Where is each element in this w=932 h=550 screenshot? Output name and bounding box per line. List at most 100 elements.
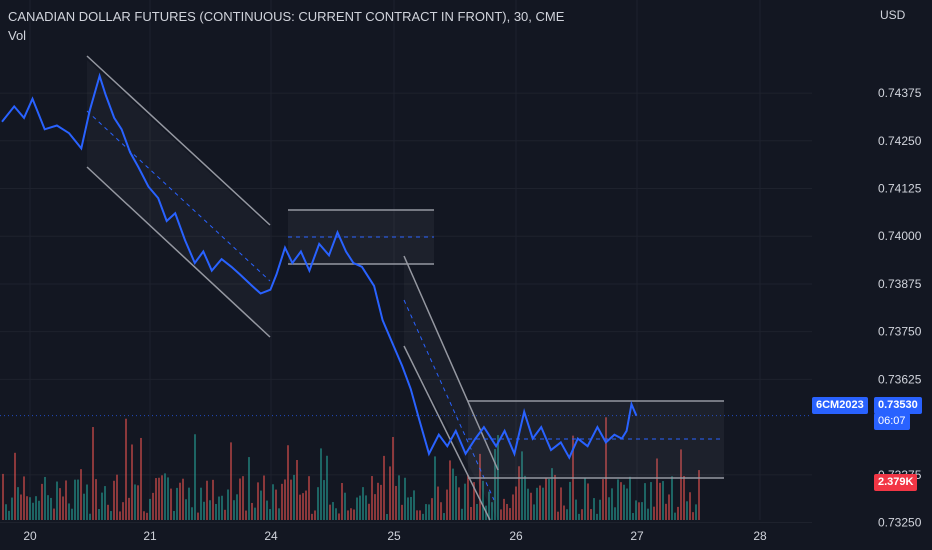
volume-bar	[482, 480, 484, 520]
volume-bar	[134, 484, 136, 520]
volume-bar	[158, 477, 160, 520]
volume-bar	[599, 499, 601, 520]
volume-bar	[278, 508, 280, 520]
volume-bar	[542, 487, 544, 520]
volume-bar	[62, 496, 64, 520]
volume-bar	[458, 487, 460, 520]
volume-bar	[86, 484, 88, 520]
volume-bar	[488, 491, 490, 520]
volume-bar	[533, 504, 535, 520]
channel-1-top[interactable]	[86, 55, 271, 226]
volume-bar	[149, 498, 151, 520]
volume-bar	[677, 506, 679, 520]
volume-bar	[248, 457, 250, 520]
y-tick-label: 0.74375	[878, 86, 922, 100]
time-axis[interactable]: 20 21 24 25 26 27 28	[23, 529, 767, 543]
volume-bar	[644, 483, 646, 520]
volume-bar	[29, 497, 31, 520]
volume-bar	[20, 494, 22, 520]
volume-bar	[398, 475, 400, 520]
volume-bar	[464, 483, 466, 520]
channel-1-bottom[interactable]	[86, 166, 271, 338]
volume-bar	[260, 490, 262, 520]
volume-bar	[332, 502, 334, 520]
volume-bar	[320, 448, 322, 520]
volume-bar	[683, 475, 685, 520]
chart-title: CANADIAN DOLLAR FUTURES (CONTINUOUS: CUR…	[8, 9, 565, 24]
volume-bar	[143, 511, 145, 520]
volume-bar	[56, 481, 58, 520]
volume-bar	[503, 498, 505, 520]
volume-bar	[431, 498, 433, 520]
volume-bar	[284, 479, 286, 520]
volume-bar	[131, 444, 133, 520]
countdown-tag: 06:07	[874, 413, 910, 430]
volume-bar	[512, 494, 514, 520]
volume-bar	[671, 476, 673, 520]
volume-bar	[617, 479, 619, 520]
volume-bar	[539, 485, 541, 520]
volume-bar	[674, 512, 676, 520]
volume-bar	[620, 482, 622, 520]
volume-bar	[293, 474, 295, 520]
channel-2-top[interactable]	[403, 255, 499, 471]
volume-bar	[326, 455, 328, 520]
volume-bar	[536, 487, 538, 520]
volume-bar	[257, 482, 259, 520]
y-tick-label: 0.73750	[878, 325, 922, 339]
volume-bar	[653, 506, 655, 520]
volume-bar	[140, 437, 142, 520]
channel-1-fill	[87, 60, 270, 336]
volume-bar	[218, 496, 220, 520]
volume-bar	[443, 513, 445, 520]
volume-bar	[35, 496, 37, 520]
volume-bar	[44, 476, 46, 520]
volume-bar	[68, 503, 70, 520]
volume-bar	[428, 504, 430, 520]
volume-bar	[509, 508, 511, 520]
volume-bar	[584, 477, 586, 520]
volume-bar	[98, 508, 100, 520]
volume-bar	[329, 504, 331, 520]
channel-2-bottom[interactable]	[403, 345, 491, 521]
volume-bar	[347, 510, 349, 520]
volume-bar	[281, 483, 283, 520]
volume-bar	[302, 493, 304, 520]
volume-bar	[425, 504, 427, 520]
volume-bar	[38, 500, 40, 520]
volume-bar	[71, 508, 73, 520]
volume-bar	[323, 480, 325, 520]
volume-bar	[470, 506, 472, 520]
volume-bar	[23, 476, 25, 520]
volume-bar	[221, 495, 223, 520]
price-series-line[interactable]	[1, 72, 638, 460]
volume-bar	[371, 476, 373, 520]
volume-bar	[5, 504, 7, 520]
price-axis[interactable]: 0.74375 0.74250 0.74125 0.74000 0.73875 0.737…	[878, 86, 922, 529]
volume-bar	[476, 504, 478, 520]
volume-bar	[578, 513, 580, 520]
volume-bar	[392, 436, 394, 520]
volume-bar	[242, 476, 244, 520]
volume-bar	[161, 475, 163, 520]
volume-bar	[230, 442, 232, 520]
volume-bar	[50, 497, 52, 520]
volume-bar	[560, 487, 562, 520]
volume-bar	[275, 489, 277, 520]
volume-bar	[167, 477, 169, 520]
volume-bar	[596, 513, 598, 520]
volume-bar	[188, 487, 190, 520]
channel-1-mid[interactable]	[86, 110, 271, 282]
volume-bar	[500, 509, 502, 520]
volume-bar	[83, 493, 85, 520]
volume-bar	[11, 497, 13, 520]
last-price-tag: 0.73530	[874, 397, 922, 414]
volume-bar	[446, 489, 448, 520]
volume-bar	[635, 500, 637, 520]
volume-bar	[383, 455, 385, 520]
currency-label[interactable]: USD	[880, 8, 906, 22]
channel-drawings[interactable]	[86, 55, 724, 521]
volume-bar	[407, 497, 409, 520]
volume-bar	[95, 479, 97, 520]
